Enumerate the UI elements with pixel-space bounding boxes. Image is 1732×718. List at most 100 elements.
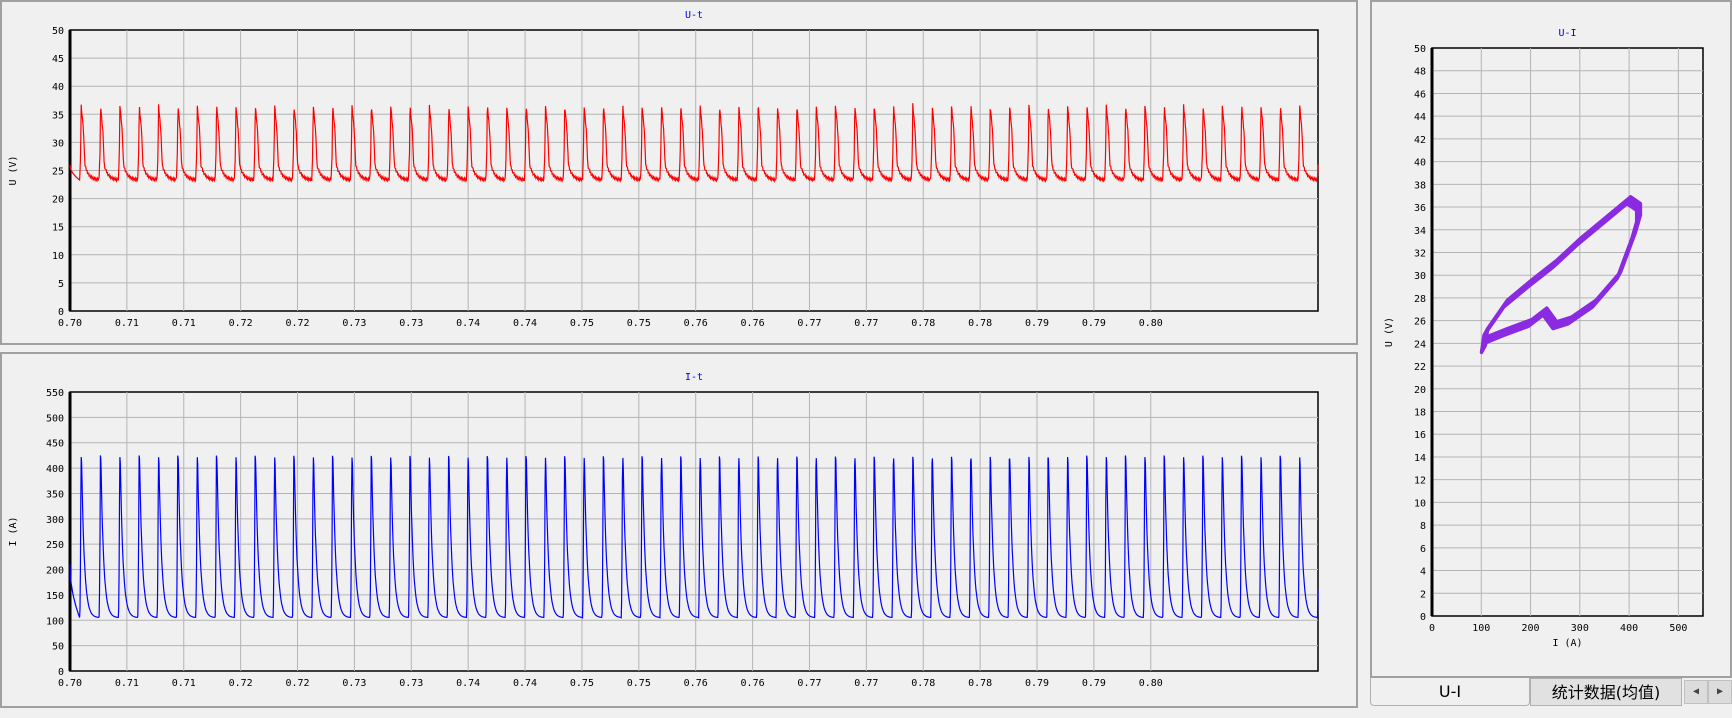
x-tick-label: 500 bbox=[1669, 623, 1687, 634]
y-tick-label: 20 bbox=[52, 195, 64, 206]
voltage-trace bbox=[69, 103, 1319, 184]
y-tick-label: 350 bbox=[46, 489, 64, 500]
x-tick-label: 0.72 bbox=[229, 678, 253, 689]
x-tick-label: 0.77 bbox=[854, 318, 878, 329]
y-axis-label: U (V) bbox=[8, 155, 19, 185]
y-tick-label: 450 bbox=[46, 439, 64, 450]
x-axis-label: I (A) bbox=[1552, 638, 1582, 649]
chart-title: U-t bbox=[685, 10, 703, 21]
x-tick-label: 0.79 bbox=[1025, 678, 1049, 689]
y-tick-label: 50 bbox=[52, 642, 64, 653]
y-tick-label: 16 bbox=[1414, 430, 1426, 441]
arrow-right-icon[interactable]: ▶ bbox=[1708, 680, 1732, 704]
y-tick-label: 45 bbox=[52, 54, 64, 65]
y-tick-label: 22 bbox=[1414, 362, 1426, 373]
x-tick-label: 0.70 bbox=[58, 318, 82, 329]
x-tick-label: 0.77 bbox=[797, 318, 821, 329]
y-tick-label: 0 bbox=[1420, 612, 1426, 623]
y-tick-label: 40 bbox=[1414, 158, 1426, 169]
x-tick-label: 0.78 bbox=[911, 678, 935, 689]
x-tick-label: 0.76 bbox=[741, 318, 765, 329]
x-tick-label: 0.72 bbox=[229, 318, 253, 329]
u-i-chart: 0 100 200 300 400 500024681012141618202224262… bbox=[1384, 28, 1704, 649]
x-tick-label: 0.74 bbox=[513, 678, 537, 689]
y-tick-label: 38 bbox=[1414, 180, 1426, 191]
u-t-panel: 0.70 0.71 0.71 0.72 0.72 0.73 0.73 0.74 0.74 0.75… bbox=[0, 0, 1358, 345]
current-trace bbox=[69, 455, 1319, 619]
x-tick-label: 0.78 bbox=[911, 318, 935, 329]
x-tick-label: 0.77 bbox=[797, 678, 821, 689]
y-tick-label: 5 bbox=[58, 279, 64, 290]
y-tick-label: 550 bbox=[46, 388, 64, 399]
x-tick-label: 0.71 bbox=[115, 318, 139, 329]
x-tick-label: 0.71 bbox=[172, 678, 196, 689]
y-tick-label: 25 bbox=[52, 167, 64, 178]
x-tick-label: 0.76 bbox=[684, 678, 708, 689]
tab-bar: U-I 统计数据(均值) ◀ ▶ bbox=[1370, 678, 1732, 708]
x-tick-label: 0.75 bbox=[627, 678, 651, 689]
x-tick-label: 0.80 bbox=[1139, 678, 1163, 689]
tab-u-i[interactable]: U-I bbox=[1370, 678, 1530, 706]
x-tick-label: 0.75 bbox=[627, 318, 651, 329]
y-tick-label: 6 bbox=[1420, 544, 1426, 555]
y-tick-label: 150 bbox=[46, 591, 64, 602]
y-tick-label: 42 bbox=[1414, 135, 1426, 146]
y-tick-label: 0 bbox=[58, 667, 64, 678]
y-tick-label: 20 bbox=[1414, 385, 1426, 396]
y-tick-label: 30 bbox=[1414, 271, 1426, 282]
x-tick-label: 0.78 bbox=[968, 678, 992, 689]
x-tick-label: 0 bbox=[1429, 623, 1435, 634]
y-tick-label: 0 bbox=[58, 307, 64, 318]
x-tick-label: 0.73 bbox=[342, 678, 366, 689]
x-tick-label: 0.73 bbox=[399, 318, 423, 329]
i-t-chart: 0.70 0.71 0.71 0.72 0.72 0.73 0.73 0.74 0.74 0.75… bbox=[8, 372, 1319, 689]
y-tick-label: 24 bbox=[1414, 339, 1426, 350]
chart-title: U-I bbox=[1558, 28, 1576, 39]
x-tick-label: 0.71 bbox=[115, 678, 139, 689]
y-tick-label: 4 bbox=[1420, 567, 1426, 578]
y-tick-label: 28 bbox=[1414, 294, 1426, 305]
y-tick-label: 48 bbox=[1414, 67, 1426, 78]
x-tick-label: 0.74 bbox=[456, 678, 480, 689]
y-tick-label: 400 bbox=[46, 464, 64, 475]
x-tick-label: 0.72 bbox=[285, 678, 309, 689]
x-tick-label: 0.80 bbox=[1139, 318, 1163, 329]
y-tick-label: 15 bbox=[52, 223, 64, 234]
y-tick-label: 36 bbox=[1414, 203, 1426, 214]
u-t-chart: 0.70 0.71 0.71 0.72 0.72 0.73 0.73 0.74 0.74 0.75… bbox=[8, 10, 1319, 329]
u-i-panel: 0 100 200 300 400 500 0 2 4 6 8 10 12 14 16 18 20 22 24 26 2… bbox=[1370, 0, 1732, 678]
x-tick-label: 0.72 bbox=[285, 318, 309, 329]
plot-area bbox=[69, 391, 1319, 672]
y-tick-label: 10 bbox=[52, 251, 64, 262]
x-tick-label: 0.74 bbox=[513, 318, 537, 329]
i-t-panel: 0.70 0.71 0.71 0.72 0.72 0.73 0.73 0.74 0.74 0.75… bbox=[0, 352, 1358, 708]
arrow-left-icon[interactable]: ◀ bbox=[1684, 680, 1708, 704]
y-tick-label: 300 bbox=[46, 515, 64, 526]
x-tick-label: 100 bbox=[1472, 623, 1490, 634]
y-tick-label: 2 bbox=[1420, 589, 1426, 600]
y-tick-label: 46 bbox=[1414, 89, 1426, 100]
x-tick-label: 0.75 bbox=[570, 678, 594, 689]
y-tick-label: 8 bbox=[1420, 521, 1426, 532]
x-tick-label: 400 bbox=[1620, 623, 1638, 634]
plot-area bbox=[1431, 47, 1704, 617]
y-tick-label: 35 bbox=[52, 110, 64, 121]
y-tick-label: 40 bbox=[52, 82, 64, 93]
y-tick-label: 34 bbox=[1414, 226, 1426, 237]
tab-statistics-mean[interactable]: 统计数据(均值) bbox=[1530, 678, 1682, 706]
x-tick-label: 0.79 bbox=[1082, 318, 1106, 329]
y-tick-label: 100 bbox=[46, 616, 64, 627]
y-tick-label: 12 bbox=[1414, 476, 1426, 487]
y-axis-label: U (V) bbox=[1384, 317, 1395, 347]
x-tick-label: 0.78 bbox=[968, 318, 992, 329]
x-tick-label: 0.73 bbox=[342, 318, 366, 329]
y-tick-label: 18 bbox=[1414, 408, 1426, 419]
x-tick-label: 0.76 bbox=[741, 678, 765, 689]
y-tick-label: 44 bbox=[1414, 112, 1426, 123]
y-tick-label: 200 bbox=[46, 566, 64, 577]
x-tick-label: 0.70 bbox=[58, 678, 82, 689]
y-tick-label: 30 bbox=[52, 138, 64, 149]
x-tick-label: 0.74 bbox=[456, 318, 480, 329]
x-tick-label: 0.75 bbox=[570, 318, 594, 329]
x-tick-label: 0.71 bbox=[172, 318, 196, 329]
